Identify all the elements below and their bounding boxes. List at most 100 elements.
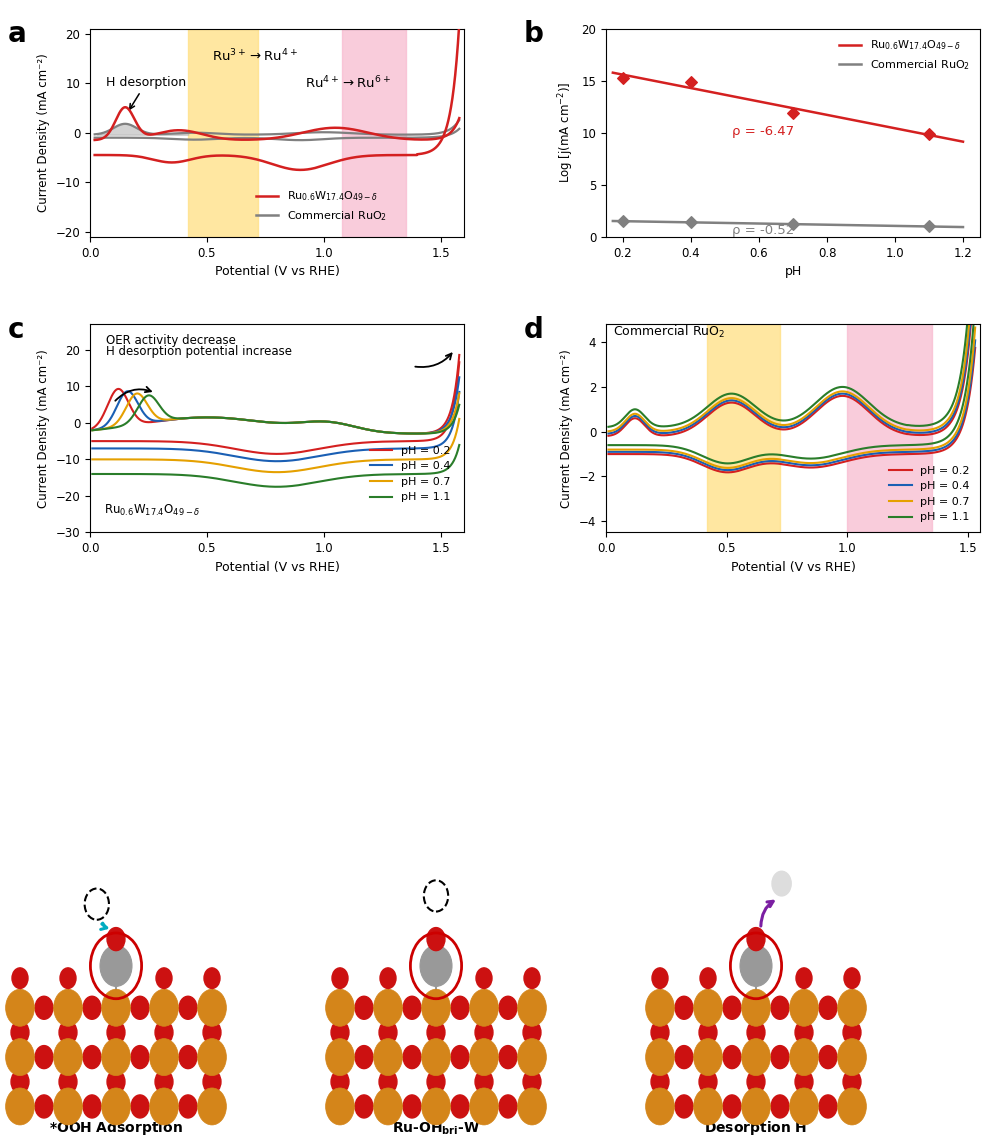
- Circle shape: [796, 968, 812, 988]
- Circle shape: [790, 1088, 818, 1124]
- Circle shape: [379, 1021, 397, 1044]
- Circle shape: [35, 1095, 53, 1118]
- Circle shape: [331, 1071, 349, 1093]
- pH = 1.1: [453, 398, 465, 412]
- pH = 0.7: [918, 424, 930, 437]
- pH = 0.2: [365, 424, 377, 437]
- pH = 1.1: [825, 384, 837, 397]
- Legend: Ru$_{0.6}$W$_{17.4}$O$_{49-\delta}$, Commercial RuO$_2$: Ru$_{0.6}$W$_{17.4}$O$_{49-\delta}$, Com…: [252, 185, 392, 227]
- pH = 1.1: [300, 416, 312, 429]
- Circle shape: [131, 1095, 149, 1118]
- Circle shape: [742, 1039, 770, 1075]
- pH = 0.7: [86, 424, 98, 437]
- Circle shape: [35, 996, 53, 1019]
- Circle shape: [742, 1088, 770, 1124]
- Circle shape: [723, 996, 741, 1019]
- pH = 0.7: [309, 414, 321, 428]
- pH = 0.4: [299, 416, 311, 429]
- Circle shape: [838, 989, 866, 1026]
- Point: [785, 104, 801, 123]
- Point: [785, 215, 801, 234]
- pH = 0.7: [365, 424, 377, 437]
- Circle shape: [646, 989, 674, 1026]
- X-axis label: Potential (V vs RHE): Potential (V vs RHE): [215, 266, 339, 278]
- Circle shape: [203, 1071, 221, 1093]
- Text: $\bf{Ru}$-$\bf{OH_{bri}}$-$\bf{W}$: $\bf{Ru}$-$\bf{OH_{bri}}$-$\bf{W}$: [392, 1121, 480, 1137]
- pH = 0.2: [881, 419, 893, 433]
- Circle shape: [470, 1088, 498, 1124]
- pH = 0.4: [815, 397, 827, 411]
- Circle shape: [35, 1045, 53, 1068]
- pH = 1.1: [365, 424, 377, 437]
- Point: [615, 212, 631, 230]
- Circle shape: [11, 1021, 29, 1044]
- Circle shape: [699, 1071, 717, 1093]
- Circle shape: [675, 1095, 693, 1118]
- Circle shape: [54, 1088, 82, 1124]
- Text: Commercial RuO$_2$: Commercial RuO$_2$: [613, 323, 725, 340]
- Line: pH = 1.1: pH = 1.1: [608, 191, 975, 427]
- pH = 0.4: [918, 426, 930, 440]
- Point: [921, 125, 937, 143]
- pH = 1.1: [602, 420, 614, 434]
- Circle shape: [694, 1039, 722, 1075]
- Circle shape: [12, 968, 28, 988]
- Circle shape: [790, 1039, 818, 1075]
- Circle shape: [427, 1071, 445, 1093]
- Y-axis label: Log [j(mA cm$^{-2}$)]: Log [j(mA cm$^{-2}$)]: [556, 82, 576, 183]
- Circle shape: [6, 1039, 34, 1075]
- Circle shape: [54, 989, 82, 1026]
- Circle shape: [198, 1039, 226, 1075]
- Circle shape: [427, 927, 445, 950]
- Circle shape: [107, 927, 125, 950]
- Text: ρ = -6.47: ρ = -6.47: [732, 125, 794, 137]
- Circle shape: [150, 989, 178, 1026]
- Circle shape: [380, 968, 396, 988]
- Circle shape: [131, 996, 149, 1019]
- pH = 0.7: [410, 427, 422, 441]
- Circle shape: [331, 1021, 349, 1044]
- Circle shape: [355, 1095, 373, 1118]
- Circle shape: [374, 989, 402, 1026]
- Circle shape: [102, 989, 130, 1026]
- Circle shape: [747, 1071, 765, 1093]
- Circle shape: [475, 1071, 493, 1093]
- pH = 1.1: [625, 404, 637, 418]
- Line: pH = 0.2: pH = 0.2: [608, 261, 975, 436]
- pH = 1.1: [143, 388, 155, 402]
- Text: ρ = -0.52: ρ = -0.52: [732, 224, 794, 237]
- Circle shape: [651, 1071, 669, 1093]
- X-axis label: pH: pH: [784, 266, 802, 278]
- pH = 1.1: [321, 414, 333, 428]
- pH = 0.7: [625, 409, 637, 423]
- Circle shape: [771, 1045, 789, 1068]
- Circle shape: [107, 1021, 125, 1044]
- Circle shape: [326, 989, 354, 1026]
- Circle shape: [100, 946, 132, 986]
- Circle shape: [422, 1088, 450, 1124]
- Text: $\bf{*OOH\ Adsorption}$: $\bf{*OOH\ Adsorption}$: [49, 1120, 183, 1137]
- Circle shape: [326, 1088, 354, 1124]
- Circle shape: [131, 1045, 149, 1068]
- Circle shape: [470, 1039, 498, 1075]
- Text: d: d: [524, 316, 544, 344]
- Y-axis label: Current Density (mA cm⁻²): Current Density (mA cm⁻²): [37, 54, 50, 212]
- Line: pH = 0.2: pH = 0.2: [92, 355, 459, 434]
- Circle shape: [60, 968, 76, 988]
- Circle shape: [102, 1039, 130, 1075]
- Circle shape: [59, 1021, 77, 1044]
- pH = 0.7: [320, 414, 332, 428]
- Circle shape: [771, 996, 789, 1019]
- pH = 0.7: [402, 427, 414, 441]
- pH = 1.1: [109, 420, 121, 434]
- pH = 0.7: [969, 223, 981, 237]
- pH = 0.7: [881, 414, 893, 428]
- Circle shape: [795, 1071, 813, 1093]
- Circle shape: [819, 1045, 837, 1068]
- X-axis label: Potential (V vs RHE): Potential (V vs RHE): [215, 561, 339, 574]
- Text: H desorption potential increase: H desorption potential increase: [106, 346, 292, 358]
- Bar: [707, 324, 780, 532]
- pH = 0.4: [825, 390, 837, 404]
- Text: c: c: [8, 316, 24, 344]
- pH = 0.4: [602, 427, 614, 441]
